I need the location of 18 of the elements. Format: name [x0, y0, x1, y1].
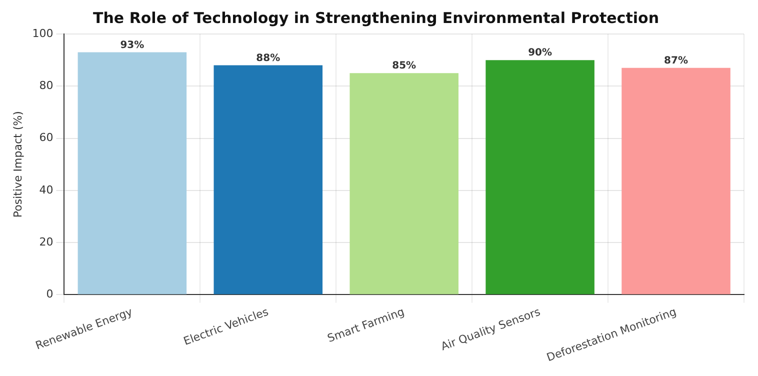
bar	[486, 60, 594, 294]
bar	[350, 73, 458, 294]
bar	[214, 65, 323, 294]
data-label: 88%	[256, 52, 280, 64]
data-label: 87%	[664, 55, 688, 66]
y-tick-label: 80	[39, 79, 54, 92]
y-tick-label: 0	[46, 288, 54, 301]
data-label: 93%	[120, 40, 144, 51]
chart-title: The Role of Technology in Strengthening Environmental Protection	[93, 8, 659, 27]
y-tick-label: 40	[39, 183, 54, 196]
data-label: 85%	[392, 60, 416, 72]
y-tick-label: 60	[39, 131, 54, 144]
data-label: 90%	[528, 48, 552, 59]
bar	[78, 52, 187, 294]
y-axis-title: Positive Impact (%)	[11, 111, 24, 218]
y-tick-label: 100	[32, 26, 54, 40]
bar	[622, 68, 730, 294]
y-tick-label: 20	[39, 235, 54, 248]
